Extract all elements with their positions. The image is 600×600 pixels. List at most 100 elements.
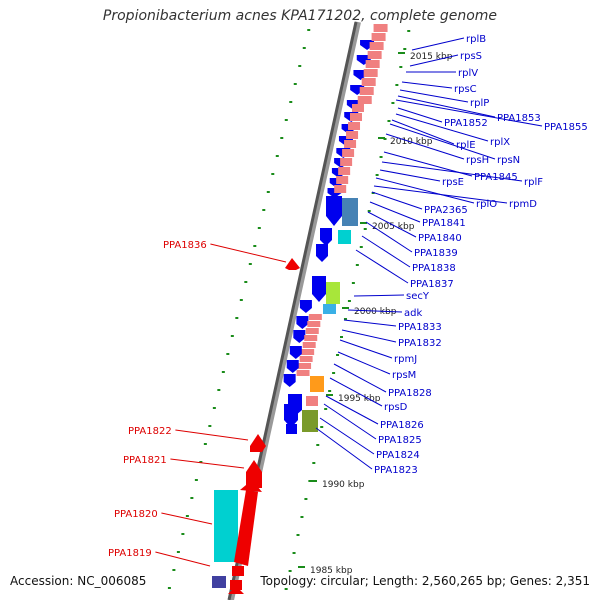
cds-block [326,282,340,304]
guide-dash [347,300,351,302]
gene-label: PPA1853 [497,113,541,124]
gene-leader-line [323,403,377,440]
guide-dash [383,138,387,140]
gene-label: rpsD [384,402,408,413]
gene-leader-line [347,309,403,313]
gene-label: PPA1820 [114,509,158,520]
cds-arrow [316,244,328,262]
gene-label: rpmJ [394,354,417,365]
topology-text: Topology: circular; Length: 2,560,265 bp… [260,574,590,588]
ruler-label: 1985 kbp [310,566,353,576]
gene-leader-line [399,89,469,103]
guide-dash [194,479,198,481]
guide-dash [332,372,336,374]
gene-label: PPA1822 [128,426,172,437]
guide-dash [280,137,284,139]
rna-block [367,51,382,59]
guide-dash [343,318,347,320]
gene-leader-line [385,133,465,160]
guide-dash [275,155,279,157]
guide-dash [185,515,189,517]
gene-leader-line [170,458,245,469]
rna-block [346,131,359,139]
highlight-feature [285,258,300,270]
guide-dash [293,83,297,85]
guide-dash [248,263,252,265]
gene-label: PPA1821 [123,455,167,466]
cds-arrow [286,360,299,373]
gene-leader-line [155,551,211,567]
guide-dash [328,390,332,392]
highlight-feature [250,434,266,452]
gene-label: PPA1823 [374,465,418,476]
gene-leader-line [381,161,523,182]
gene-label: PPA1819 [108,548,152,559]
gene-label: rpsE [442,177,464,188]
gene-label: rplB [466,34,486,45]
gene-label: PPA1852 [444,118,488,129]
gene-leader-line [175,429,249,441]
rna-block [298,363,312,369]
guide-dash [371,192,375,194]
gene-leader-line [353,294,405,297]
rna-block [369,42,384,50]
rna-block [296,370,310,376]
rna-block [357,96,372,104]
gene-label: rplE [456,140,476,151]
ruler-label: 1995 kbp [338,394,381,404]
guide-dash [199,461,203,463]
gene-label: rpsC [454,84,477,95]
gene-leader-line [333,363,387,393]
gene-leader-line [339,339,393,359]
ruler-tick [342,307,349,309]
guide-dash [298,65,302,67]
rna-block [304,335,318,341]
gene-label: PPA1824 [376,450,420,461]
highlight-feature [246,460,262,488]
gene-leader-line [409,54,459,67]
gene-label: PPA1826 [380,420,424,431]
cds-arrow [299,300,312,313]
guide-dash [387,120,391,122]
rna-block [344,140,357,148]
gene-label: PPA1840 [418,233,462,244]
gene-leader-line [329,377,383,407]
gene-leader-line [395,99,543,127]
gene-label: PPA1837 [410,279,454,290]
guide-dash [235,317,239,319]
gene-leader-line [343,319,397,327]
guide-dash [190,497,194,499]
guide-dash [292,552,296,554]
ruler-tick [326,394,333,396]
gene-leader-line [325,395,379,425]
guide-dash [395,84,399,86]
gene-leader-line [379,169,441,182]
guide-dash [244,281,248,283]
guide-dash [284,588,288,590]
guide-dash [391,102,395,104]
gene-leader-line [367,211,417,238]
highlight-feature [214,490,238,562]
gene-leader-line [411,37,465,51]
gene-label: PPA1838 [412,263,456,274]
gene-leader-line [389,123,496,160]
cds-arrow [284,404,298,428]
rna-block [371,33,386,41]
guide-dash [230,335,234,337]
guide-dash [367,210,371,212]
guide-dash [253,245,257,247]
gene-leader-line [395,113,489,142]
cds-arrow [296,316,309,329]
guide-dash [176,551,180,553]
cds-arrow [293,330,306,343]
rna-block [302,342,316,348]
guide-dash [262,209,266,211]
rna-block [299,356,313,362]
gene-leader-line [375,177,475,204]
gene-label: rpsS [460,51,482,62]
gene-label: PPA1855 [544,122,588,133]
gene-label: rpsH [466,155,489,166]
gene-leader-line [161,512,213,525]
highlight-feature [228,586,244,594]
